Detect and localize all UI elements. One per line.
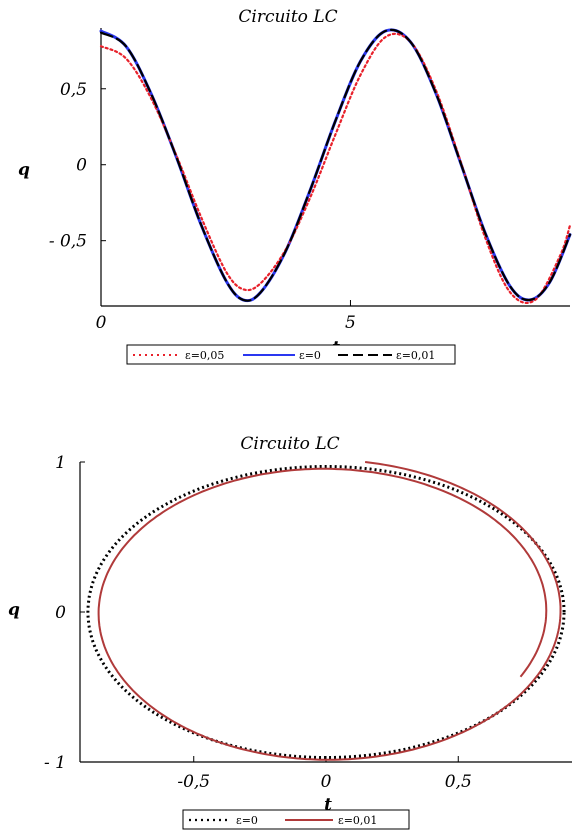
chart-1-series-line-2 <box>99 28 572 302</box>
chart-1: Circuito LC q t 050,50- 0,5 ε=0,05 ε=0 ε… <box>18 7 572 365</box>
chart-1-ytick-label-2: - 0,5 <box>49 232 87 252</box>
chart-2-xtick-label-1: 0 <box>321 772 332 792</box>
chart-2-ytick-label-0: 1 <box>55 453 66 473</box>
chart-1-ytick-label-0: 0,5 <box>60 80 87 100</box>
chart-1-ylabel: q <box>18 160 30 180</box>
chart-2-ytick-label-2: - 1 <box>44 753 66 773</box>
chart-1-series <box>99 28 572 305</box>
chart-2-ticks: -0,5 0 0,5 1 0 - 1 <box>44 453 472 792</box>
chart-2-ytick-label-1: 0 <box>55 603 66 623</box>
chart-1-series-line-1 <box>99 28 572 303</box>
chart-1-legend: ε=0,05 ε=0 ε=0,01 <box>126 344 456 365</box>
chart-1-legend-label-eps0: ε=0 <box>299 349 321 362</box>
chart-1-legend-label-eps005: ε=0,05 <box>185 349 224 362</box>
chart-2-title: Circuito LC <box>240 434 339 454</box>
chart-2-xlabel: t <box>324 795 332 815</box>
chart-2-series <box>86 461 566 761</box>
chart-2-series-line-0 <box>86 465 566 759</box>
chart-1-ticks: 0 5 0,5 0 - 0,5 <box>49 80 356 333</box>
chart-2: Circuito LC q t -0,5 0 0,5 1 0 - 1 ε=0 ε=0,01 <box>8 434 572 830</box>
chart-1-series-line-0 <box>99 32 572 305</box>
chart-2-xtick-label-0: -0,5 <box>177 772 210 792</box>
chart-2-legend: ε=0 ε=0,01 <box>182 809 410 830</box>
chart-2-ylabel: q <box>8 600 20 620</box>
chart-2-legend-label-eps0: ε=0 <box>236 814 258 827</box>
chart-1-xtick-label-0: 0 <box>96 313 107 333</box>
chart-1-xtick-label-1: 5 <box>345 313 356 333</box>
chart-1-legend-label-eps001: ε=0,01 <box>396 349 435 362</box>
chart-2-series-line-1 <box>97 461 562 761</box>
chart-2-legend-label-eps001: ε=0,01 <box>338 814 377 827</box>
chart-1-title: Circuito LC <box>238 7 337 27</box>
chart-2-xtick-label-2: 0,5 <box>445 772 472 792</box>
chart-1-ytick-label-1: 0 <box>76 156 87 176</box>
